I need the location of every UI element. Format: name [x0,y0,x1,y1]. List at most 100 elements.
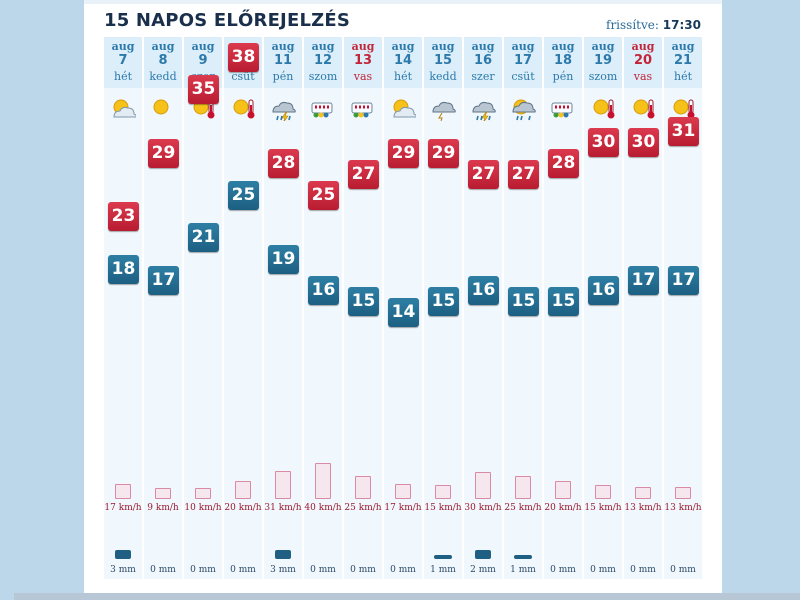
wind-bar [315,463,331,499]
wind-speed-label: 15 km/h [584,503,622,513]
day-weekday-label: szer [471,70,495,83]
thunderstorm-icon [270,97,296,124]
updated-time: 17:30 [662,18,701,32]
day-month-label: aug [391,40,415,53]
day-column[interactable]: aug 12 szom 25 16 40 km/h 0 mm [304,37,342,579]
day-column[interactable]: aug 8 kedd 29 17 9 km/h 0 mm [144,37,182,579]
day-header: aug 15 kedd [424,37,462,88]
min-temp-badge: 18 [108,255,139,285]
wind-bar [475,472,491,499]
day-weekday-label: vas [633,70,653,83]
wind-bar [355,476,371,499]
rain-bar [115,550,131,559]
day-header: aug 7 hét [104,37,142,88]
day-weekday-label: pén [552,70,574,83]
day-number-label: 17 [513,53,533,68]
day-header: aug 21 hét [664,37,702,88]
day-column[interactable]: aug9szer352110 km/h0 mm [184,37,222,579]
day-column[interactable]: aug10csüt382520 km/h0 mm [224,37,262,579]
forecast-grid: aug 7 hét 23 18 17 km/h 3 mm aug 8 kedd 29 17 9 km/h… [104,37,704,579]
rain-amount-label: 1 mm [430,565,456,575]
wind-speed-label: 31 km/h [264,503,302,513]
day-weekday-label: vas [353,70,373,83]
horizontal-scrollbar[interactable] [14,593,800,600]
day-weekday-label: kedd [149,70,177,83]
day-header: aug 12 szom [304,37,342,88]
day-weekday-label: szom [308,70,338,83]
max-temp-badge: 28 [548,149,579,179]
rain-amount-label: 0 mm [390,565,416,575]
rain-amount-label: 3 mm [110,565,136,575]
day-month-label: aug [471,40,495,53]
day-number-label: 18 [553,53,573,68]
day-header: aug 11 pén [264,37,302,88]
rain-amount-label: 0 mm [550,565,576,575]
day-weekday-label: hét [673,70,692,83]
day-column[interactable]: aug 11 pén 28 19 31 km/h 3 mm [264,37,302,579]
max-temp-badge: 27 [468,159,499,189]
day-header: aug 17 csüt [504,37,542,88]
day-column[interactable]: aug 16 szer 27 16 30 km/h 2 mm [464,37,502,579]
rain-amount-label: 0 mm [670,565,696,575]
min-temp-badge: 17 [628,265,659,295]
day-header: aug 16 szer [464,37,502,88]
day-month-label: aug [591,40,615,53]
wind-bar [435,485,451,499]
rain-amount-label: 0 mm [350,565,376,575]
wind-speed-label: 15 km/h [424,503,462,513]
updated-info: frissítve: 17:30 [606,18,701,32]
min-temp-badge: 15 [548,287,579,316]
min-temp-badge: 19 [268,244,299,274]
max-temp-badge: 35 [188,75,219,104]
max-temp-badge: 31 [668,117,699,147]
day-column[interactable]: aug 17 csüt 27 15 25 km/h 1 mm [504,37,542,579]
day-month-label: aug [351,40,375,53]
day-weekday-label: kedd [429,70,457,83]
day-header: aug 19 szom [584,37,622,88]
rain-amount-label: 0 mm [230,565,256,575]
wind-bar [155,488,171,499]
rain-amount-label: 0 mm [630,565,656,575]
day-weekday-label: hét [113,70,132,83]
day-column[interactable]: aug 14 hét 29 14 17 km/h 0 mm [384,37,422,579]
wind-speed-label: 10 km/h [184,503,222,513]
sunny-hot-icon [670,97,696,121]
max-temp-badge: 30 [628,128,659,157]
day-column[interactable]: aug 7 hét 23 18 17 km/h 3 mm [104,37,142,579]
day-header: aug 14 hét [384,37,422,88]
day-column[interactable]: aug 13 vas 27 15 25 km/h 0 mm [344,37,382,579]
rain-bar [514,555,532,559]
sunny-hot-icon [630,97,656,121]
wind-bar [395,484,411,499]
day-month-label: aug [151,40,175,53]
min-temp-badge: 15 [508,287,539,316]
day-header: aug 18 pén [544,37,582,88]
max-temp-badge: 38 [228,43,259,73]
rain-amount-label: 0 mm [150,565,176,575]
wind-speed-label: 30 km/h [464,503,502,513]
day-column[interactable]: aug 21 hét 31 17 13 km/h 0 mm [664,37,702,579]
day-column[interactable]: aug 15 kedd 29 15 15 km/h 1 mm [424,37,462,579]
day-weekday-label: szom [588,70,618,83]
day-column[interactable]: aug 18 pén 28 15 20 km/h 0 mm [544,37,582,579]
day-number-label: 13 [353,53,373,68]
day-month-label: aug [431,40,455,53]
min-temp-badge: 15 [348,287,379,316]
wind-speed-label: 13 km/h [664,503,702,513]
min-temp-badge: 15 [428,287,459,316]
day-weekday-label: hét [393,70,412,83]
day-column[interactable]: aug 19 szom 30 16 15 km/h 0 mm [584,37,622,579]
day-header: aug 20 vas [624,37,662,88]
rain-bar [434,555,452,559]
rain-amount-label: 0 mm [190,565,216,575]
sunny-hot-icon [230,97,256,121]
day-number-label: 19 [593,53,613,68]
day-weekday-label: pén [272,70,294,83]
day-column[interactable]: aug 20 vas 30 17 13 km/h 0 mm [624,37,662,579]
wind-bar [195,488,211,499]
max-temp-badge: 29 [428,138,459,168]
day-weekday-label: csüt [231,70,255,83]
day-number-label: 9 [198,53,208,68]
day-month-label: aug [551,40,575,53]
wind-speed-label: 25 km/h [504,503,542,513]
